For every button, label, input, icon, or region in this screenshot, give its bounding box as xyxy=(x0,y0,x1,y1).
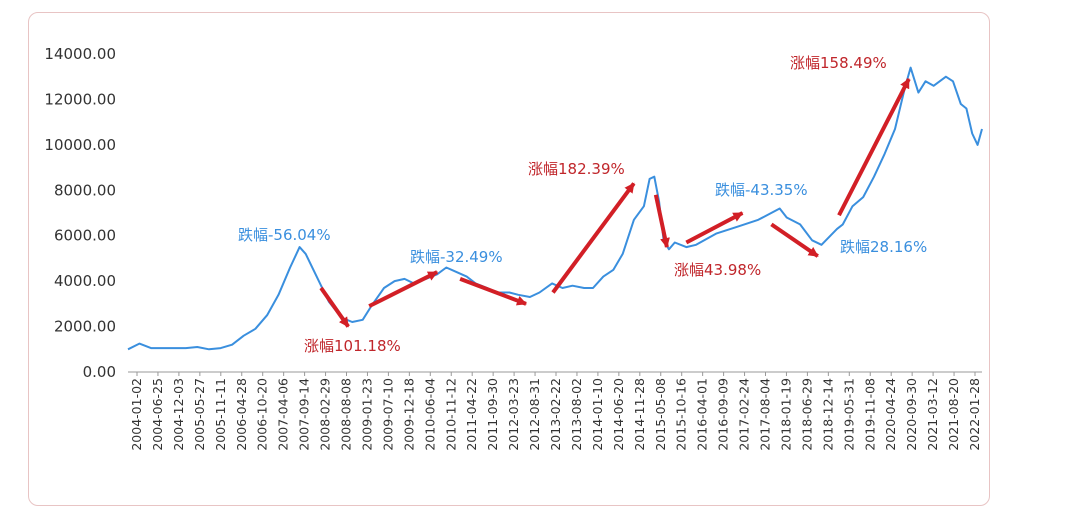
x-tick-label: 2022-01-28 xyxy=(967,378,982,451)
x-tick-label: 2016-04-01 xyxy=(695,378,710,451)
x-tick-label: 2006-10-20 xyxy=(255,378,270,451)
x-tick-label: 2014-01-10 xyxy=(590,378,605,451)
x-tick-label: 2006-04-28 xyxy=(234,378,249,451)
x-tick-label: 2020-09-30 xyxy=(904,378,919,451)
x-tick-label: 2018-06-29 xyxy=(799,378,814,451)
trend-arrow xyxy=(459,277,527,306)
x-tick-label: 2004-12-03 xyxy=(171,378,186,451)
x-tick-label: 2010-06-04 xyxy=(422,378,437,451)
y-tick-label: 10000.00 xyxy=(44,136,116,154)
y-tick-label: 4000.00 xyxy=(54,272,116,290)
x-tick-label: 2014-11-28 xyxy=(632,378,647,451)
x-tick-label: 2015-05-08 xyxy=(653,378,668,451)
arrows-layer xyxy=(319,78,911,328)
x-tick-label: 2019-11-08 xyxy=(862,378,877,451)
x-tick-label: 2004-01-02 xyxy=(129,378,144,451)
x-tick-label: 2017-02-24 xyxy=(737,378,752,451)
x-tick-label: 2008-02-29 xyxy=(318,378,333,451)
y-tick-label: 14000.00 xyxy=(44,45,116,63)
x-tick-label: 2013-02-22 xyxy=(548,378,563,451)
x-tick-label: 2019-05-31 xyxy=(841,378,856,451)
x-tick-label: 2016-09-09 xyxy=(716,378,731,451)
change-annotation: 涨幅43.98% xyxy=(674,261,761,279)
x-tick-label: 2004-06-25 xyxy=(150,378,165,451)
x-tick-label: 2013-08-02 xyxy=(569,378,584,451)
x-tick-label: 2009-01-23 xyxy=(359,378,374,451)
x-tick-label: 2005-05-27 xyxy=(192,378,207,451)
trend-arrow xyxy=(551,182,636,294)
change-annotation: 跌幅-32.49% xyxy=(410,248,503,266)
y-tick-label: 2000.00 xyxy=(54,318,116,336)
trend-arrow xyxy=(770,222,819,258)
change-annotation: 涨幅182.39% xyxy=(528,160,625,178)
x-tick-label: 2017-08-04 xyxy=(758,378,773,451)
x-tick-label: 2009-12-18 xyxy=(401,378,416,451)
x-tick-label: 2009-07-10 xyxy=(380,378,395,451)
x-tick-label: 2011-09-30 xyxy=(485,378,500,451)
y-tick-label: 12000.00 xyxy=(44,90,116,108)
trend-arrow xyxy=(837,78,911,217)
y-tick-label: 0.00 xyxy=(83,363,116,381)
y-tick-label: 8000.00 xyxy=(54,181,116,199)
x-tick-label: 2007-04-06 xyxy=(276,378,291,451)
x-tick-label: 2020-04-24 xyxy=(883,378,898,451)
trend-arrow xyxy=(653,194,670,249)
x-tick-label: 2021-08-20 xyxy=(946,378,961,451)
x-axis: 2004-01-02 2004-06-25 2004-12-03 2005-05-27… xyxy=(128,371,982,451)
series-layer xyxy=(127,66,983,351)
y-axis: 0.00 2000.00 4000.00 6000.00 8000.00 10000.00… xyxy=(44,45,116,381)
x-tick-label: 2007-09-14 xyxy=(297,378,312,451)
trend-arrow xyxy=(368,270,439,308)
x-tick-label: 2015-10-16 xyxy=(674,378,689,451)
x-tick-label: 2018-12-14 xyxy=(820,378,835,451)
x-tick-label: 2014-06-20 xyxy=(611,378,626,451)
x-tick-label: 2012-08-31 xyxy=(527,378,542,451)
trend-arrow xyxy=(685,211,744,245)
x-tick-label: 2008-08-08 xyxy=(339,378,354,451)
x-tick-label: 2018-01-19 xyxy=(778,378,793,451)
x-tick-label: 2021-03-12 xyxy=(925,378,940,451)
annotations-layer: 跌幅-56.04% 涨幅101.18% 跌幅-32.49% 涨幅182.39% 涨幅43… xyxy=(238,54,927,355)
x-tick-label: 2010-11-12 xyxy=(443,378,458,451)
chart-frame xyxy=(28,12,990,506)
x-tick-label: 2012-03-23 xyxy=(506,378,521,451)
change-annotation: 跌幅-43.35% xyxy=(715,181,808,199)
x-tick-label: 2005-11-11 xyxy=(213,378,228,451)
y-tick-label: 6000.00 xyxy=(54,227,116,245)
change-annotation: 跌幅-56.04% xyxy=(238,226,331,244)
series-line xyxy=(127,66,983,351)
change-annotation: 涨幅158.49% xyxy=(790,54,887,72)
trend-arrow xyxy=(319,286,350,328)
change-annotation: 跌幅28.16% xyxy=(840,238,927,256)
x-tick-label: 2011-04-22 xyxy=(464,378,479,451)
change-annotation: 涨幅101.18% xyxy=(304,337,401,355)
